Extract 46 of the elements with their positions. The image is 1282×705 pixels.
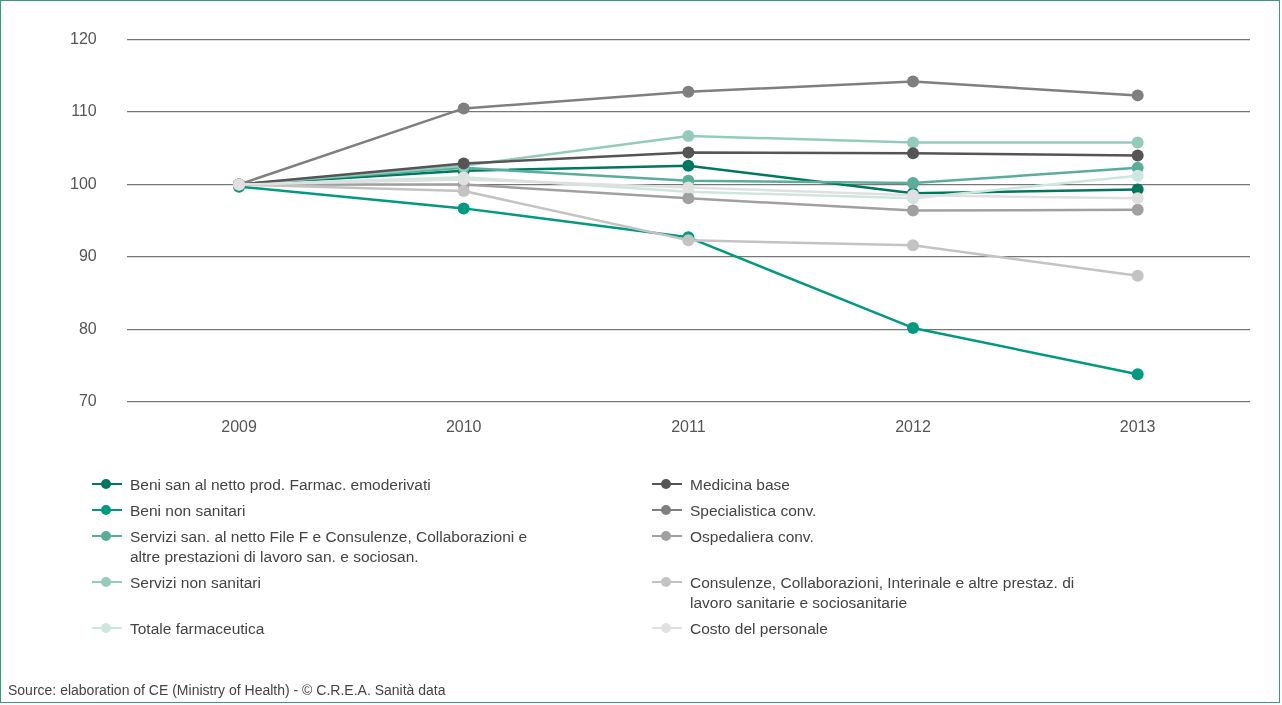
point (907, 239, 920, 252)
legend-label: Costo del personale (690, 619, 828, 639)
source-note: Source: elaboration of CE (Ministry of Health) - © C.R.E.A. Sanità data (8, 682, 446, 698)
point (682, 192, 695, 205)
point (457, 202, 470, 215)
x-tick-label: 2010 (445, 417, 482, 435)
point (1131, 203, 1144, 216)
legend-label: Beni san al netto prod. Farmac. emoderivati (130, 475, 431, 495)
point (682, 85, 695, 98)
point (682, 129, 695, 142)
legend-label: Servizi non sanitari (130, 573, 261, 593)
y-tick-label: 90 (78, 247, 97, 265)
legend-label: Medicina base (690, 475, 790, 495)
point (907, 204, 920, 217)
legend-label: Ospedaliera conv. (690, 527, 814, 547)
y-tick-label: 80 (78, 319, 97, 337)
y-tick-label: 70 (78, 392, 97, 410)
point (1131, 89, 1144, 102)
point (682, 146, 695, 159)
legend-label: Servizi san. al netto File F e Consulenze, Collaborazioni e altre prestazioni di lavoro san. e sociosan. (130, 527, 529, 567)
point (1131, 149, 1144, 162)
legend-label: Beni non sanitari (130, 501, 246, 521)
point (682, 159, 695, 172)
legend-label: Totale farmaceutica (130, 619, 265, 639)
x-tick-label: 2013 (1119, 417, 1156, 435)
x-tick-label: 2012 (895, 417, 931, 435)
x-tick-label: 2011 (671, 417, 706, 435)
x-tick-label: 2009 (221, 417, 257, 435)
legend-label: Consulenze, Collaborazioni, Interinale e altre prestaz. di lavoro sanitarie e sociosanitarie (690, 573, 1076, 613)
point (907, 147, 920, 160)
y-tick-label: 110 (71, 102, 97, 120)
y-tick-label: 100 (69, 174, 97, 192)
point (682, 181, 695, 194)
point (907, 177, 920, 190)
point (1131, 269, 1144, 282)
point (457, 185, 470, 197)
y-tick-label: 120 (69, 30, 97, 48)
point (907, 136, 920, 149)
point (907, 75, 920, 88)
point (457, 102, 470, 115)
point (1131, 192, 1144, 205)
point (1131, 368, 1144, 381)
point (907, 321, 920, 334)
point (1131, 169, 1144, 182)
legend-label: Specialistica conv. (690, 501, 817, 521)
point (1131, 136, 1144, 149)
